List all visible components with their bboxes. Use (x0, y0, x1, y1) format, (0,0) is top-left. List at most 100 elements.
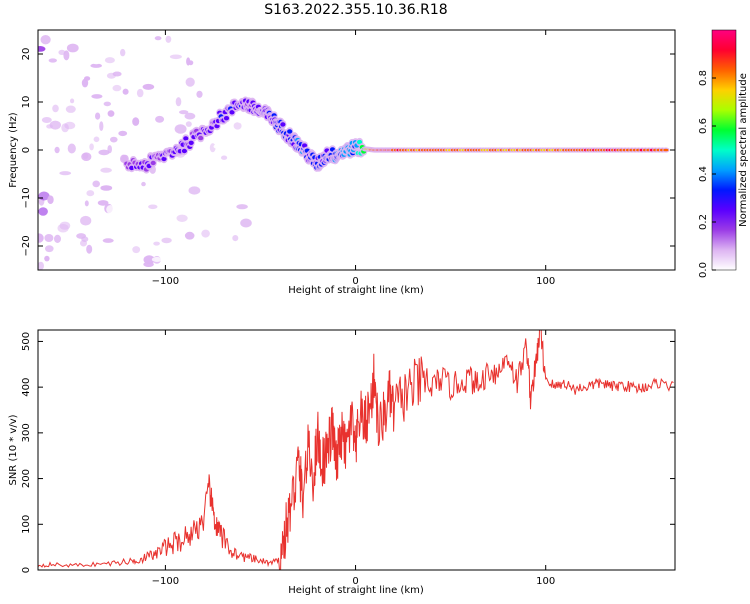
spectrogram-cell (100, 167, 112, 173)
spectrogram-cell (98, 149, 110, 156)
spectrogram-cell (250, 180, 258, 186)
spectrogram-cell (86, 244, 93, 254)
spectrogram-cell (169, 54, 182, 60)
spectrogram-x-label: Height of straight line (km) (288, 285, 424, 296)
spectrogram-cell (56, 206, 67, 211)
spectrogram-ridge-core (161, 156, 167, 162)
spectrogram-cell (59, 171, 72, 176)
y-tick-label: 100 (21, 515, 32, 534)
spectrogram-ridge-core (129, 165, 135, 171)
spectrogram-cell (81, 78, 89, 88)
spectrogram-cell (52, 104, 59, 113)
colorbar-label: Normalized spectral amplitude (738, 73, 749, 227)
spectrogram-cell (205, 249, 217, 256)
spectrogram-cell (232, 235, 239, 242)
spectrogram-cell (143, 255, 155, 265)
spectrogram-cell (106, 205, 115, 214)
spectrogram-cell (165, 35, 172, 43)
spectrogram-cell (186, 57, 191, 66)
spectrogram-cell (41, 117, 52, 123)
spectrogram-cell (117, 59, 128, 69)
snr-x-label: Height of straight line (km) (288, 585, 424, 596)
spectrogram-cell (174, 124, 187, 134)
spectrogram-cell (623, 70, 630, 80)
spectrogram-cell (142, 83, 155, 90)
spectrogram-ridge-core (663, 148, 669, 152)
colorbar-tick-label: 0.6 (698, 118, 709, 134)
spectrogram-cell (612, 33, 622, 41)
spectrogram-cell (188, 186, 201, 195)
spectrogram-cell (282, 102, 290, 111)
spectrogram-cell (95, 112, 101, 120)
spectrogram-cell (56, 138, 61, 146)
spectrogram-cell (93, 136, 100, 143)
spectrogram-cell (110, 136, 118, 143)
spectrogram-cell (92, 180, 100, 188)
spectrogram-cell (107, 110, 115, 117)
spectrogram-cell (541, 252, 547, 258)
spectrogram-x-ticks: −100 0 100 (152, 30, 555, 287)
spectrogram-cell (519, 52, 527, 60)
spectrogram-cell (223, 225, 230, 235)
spectrogram-ridge-core (188, 140, 194, 145)
spectrogram-ridge-core (280, 122, 286, 127)
snr-line (38, 330, 674, 570)
spectrogram-y-ticks: −20 −10 0 10 20 (21, 48, 675, 257)
spectrogram-cell (174, 112, 179, 122)
spectrogram-cell (153, 241, 160, 246)
spectrogram-cell (154, 36, 162, 41)
spectrogram-ridge-core (150, 160, 156, 166)
spectrogram-cell (155, 115, 165, 123)
x-tick-label: 0 (352, 576, 358, 587)
spectrogram-cell (97, 200, 109, 206)
spectrogram-cell (81, 44, 93, 52)
y-tick-label: 0 (21, 567, 32, 573)
spectrogram-cell (197, 197, 209, 205)
spectrogram-cell (103, 101, 112, 107)
spectrogram-ridge-core (183, 136, 189, 141)
spectrogram-cell (100, 185, 113, 191)
spectrogram-cell (153, 127, 160, 137)
spectrogram-cell (112, 84, 122, 92)
colorbar: 0.0 0.2 0.4 0.6 0.8 Normalized spectral ampl… (698, 29, 749, 278)
spectrogram-cell (195, 147, 204, 156)
spectrogram-ridge (120, 96, 670, 174)
spectrogram-cell (59, 221, 71, 230)
figure-title: S163.2022.355.10.36.R18 (264, 2, 447, 18)
spectrogram-cell (38, 207, 48, 216)
snr-y-label: SNR (10 * v/v) (8, 414, 19, 485)
spectrogram-cell (167, 173, 176, 182)
spectrogram-cell (91, 94, 103, 99)
snr-frame (37, 329, 676, 571)
spectrogram-cell (252, 41, 263, 52)
colorbar-tick-label: 0.2 (698, 214, 709, 230)
spectrogram-cell (555, 221, 566, 232)
spectrogram-cell (122, 88, 129, 95)
spectrogram-cell (67, 143, 76, 154)
y-tick-label: 10 (21, 96, 32, 109)
spectrogram-y-label: Frequency (Hz) (8, 112, 19, 188)
x-tick-label: 100 (536, 276, 555, 287)
x-tick-label: 0 (352, 276, 358, 287)
spectrogram-cell (184, 112, 196, 120)
spectrogram-cell (178, 71, 184, 77)
spectrogram-cell (89, 143, 94, 151)
snr-x-ticks: −100 0 100 (152, 330, 555, 587)
spectrogram-cell (66, 43, 79, 53)
spectrogram-cell (169, 104, 179, 111)
colorbar-tick-label: 0.8 (698, 70, 709, 86)
x-tick-label: −100 (152, 276, 179, 287)
spectrogram-cell (151, 257, 162, 262)
spectrogram-cell (185, 77, 195, 87)
colorbar-tick-label: 0.0 (698, 262, 709, 278)
y-tick-label: −20 (21, 235, 32, 256)
spectrogram-ridge-core (181, 148, 187, 154)
spectrogram-cell (136, 88, 144, 98)
spectrogram-ridge-core (229, 110, 235, 115)
spectrogram-cell (106, 224, 115, 231)
spectrogram-cell (91, 58, 102, 65)
spectrogram-ridge-core (223, 116, 230, 121)
spectrogram-cell (120, 48, 126, 57)
spectrogram-cell (532, 252, 541, 260)
